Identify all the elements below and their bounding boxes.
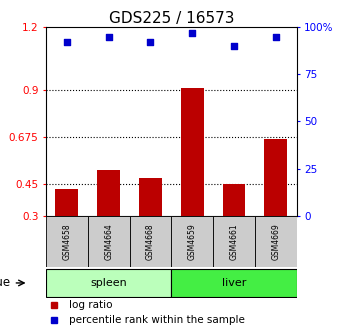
Text: GSM4661: GSM4661 (229, 223, 238, 260)
Point (273, 35, 279, 40)
Bar (46, 269, 171, 297)
Text: tissue: tissue (0, 277, 11, 289)
Bar (223, 184, 246, 216)
Bar (56, 188, 78, 216)
Bar (172, 216, 213, 267)
Text: percentile rank within the sample: percentile rank within the sample (69, 316, 244, 326)
Text: spleen: spleen (90, 278, 127, 288)
Point (190, 31, 195, 36)
Bar (172, 269, 297, 297)
Point (106, 35, 112, 40)
Text: log ratio: log ratio (69, 300, 112, 310)
Point (64, 39, 70, 45)
Text: GSM4658: GSM4658 (62, 223, 71, 260)
Bar (97, 170, 120, 216)
Bar (46, 216, 88, 267)
Text: GSM4669: GSM4669 (271, 223, 280, 260)
Bar (130, 216, 171, 267)
Bar (255, 216, 297, 267)
Bar (139, 178, 162, 216)
Point (148, 39, 153, 45)
Bar (88, 216, 130, 267)
Title: GDS225 / 16573: GDS225 / 16573 (108, 11, 234, 26)
Text: liver: liver (222, 278, 246, 288)
Bar (181, 88, 204, 216)
Point (231, 43, 237, 48)
Bar (264, 139, 287, 216)
Text: GSM4664: GSM4664 (104, 223, 113, 260)
Text: GSM4668: GSM4668 (146, 223, 155, 260)
Text: GSM4659: GSM4659 (188, 223, 197, 260)
Bar (213, 216, 255, 267)
